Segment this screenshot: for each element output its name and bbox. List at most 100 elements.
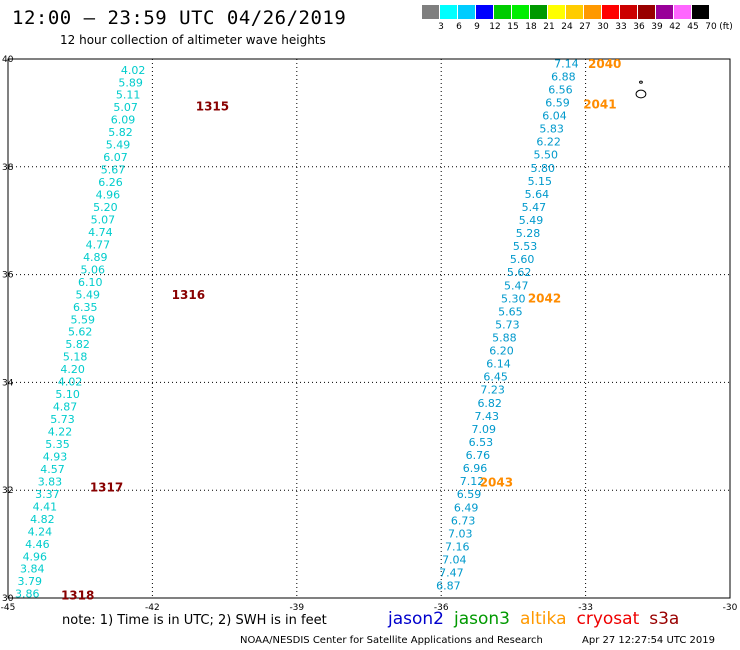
satellite-name: s3a [649, 609, 680, 629]
wave-height-value: 5.07 [113, 101, 138, 114]
legend-swatch [674, 5, 691, 19]
legend-label: 27 [579, 22, 591, 32]
legend-label: 3 [438, 22, 444, 32]
wave-height-value: 6.09 [111, 114, 136, 127]
pass-time-label: 2042 [528, 291, 561, 305]
wave-height-value: 7.23 [480, 384, 505, 397]
satellite-name: cryosat [576, 609, 640, 629]
legend-swatch [530, 5, 547, 19]
wave-height-value: 5.53 [513, 240, 538, 253]
wave-height-value: 5.28 [516, 227, 541, 240]
island-outline [635, 89, 647, 99]
wave-height-value: 4.74 [88, 226, 113, 239]
wave-height-value: 6.87 [436, 580, 461, 593]
lon-tick-label: -33 [578, 603, 593, 613]
lat-tick-label: 36 [2, 271, 14, 281]
wave-height-value: 4.96 [23, 550, 48, 563]
wave-height-value: 4.46 [25, 538, 50, 551]
wave-height-value: 5.67 [101, 164, 126, 177]
wave-height-value: 7.04 [442, 553, 467, 566]
wave-height-value: 6.59 [457, 488, 482, 501]
legend-label: 12 [489, 22, 501, 32]
wave-height-value: 6.76 [466, 449, 491, 462]
wave-height-value: 6.04 [542, 110, 567, 123]
wave-height-value: 7.47 [439, 567, 464, 580]
wave-height-value: 5.10 [55, 388, 80, 401]
wave-height-value: 5.47 [522, 201, 547, 214]
satellite-name: altika [520, 609, 567, 629]
lon-tick-label: -39 [289, 603, 304, 613]
wave-height-value: 5.07 [91, 213, 116, 226]
legend-swatch [548, 5, 565, 19]
wave-height-value: 5.83 [539, 123, 564, 136]
wave-height-value: 4.22 [48, 426, 73, 439]
legend-unit: (ft) [719, 22, 733, 32]
wave-height-value: 5.65 [498, 305, 523, 318]
wave-height-value: 5.49 [76, 288, 101, 301]
lon-tick-label: -42 [145, 603, 160, 613]
wave-height-value: 3.84 [20, 563, 45, 576]
pass-time-label: 1317 [90, 481, 123, 495]
legend-swatch [584, 5, 601, 19]
wave-height-value: 5.49 [519, 214, 544, 227]
wave-height-value: 7.12 [460, 475, 485, 488]
plot-frame [7, 58, 731, 599]
wave-height-value: 5.62 [68, 326, 93, 339]
wave-height-value: 5.60 [510, 253, 535, 266]
credit-line: NOAA/NESDIS Center for Satellite Applica… [240, 635, 543, 646]
wave-height-value: 5.30 [501, 292, 526, 305]
legend-swatch [458, 5, 475, 19]
wave-height-value: 5.06 [81, 263, 106, 276]
legend-label: 18 [525, 22, 537, 32]
legend-label: 21 [543, 22, 555, 32]
legend-label: 33 [615, 22, 627, 32]
wave-height-value: 6.56 [548, 83, 573, 96]
wave-height-value: 6.35 [73, 301, 98, 314]
pass-time-label: 2041 [583, 97, 616, 111]
wave-height-value: 4.24 [28, 525, 53, 538]
wave-height-value: 7.14 [554, 57, 579, 70]
wave-height-value: 5.47 [504, 279, 529, 292]
wave-height-value: 5.15 [528, 175, 553, 188]
map-subtitle: 12 hour collection of altimeter wave hei… [60, 33, 326, 47]
wave-height-value: 4.57 [40, 463, 65, 476]
wave-height-value: 5.88 [492, 332, 517, 345]
pass-time-label: 1318 [61, 588, 94, 602]
wave-height-value: 3.79 [18, 575, 43, 588]
wave-height-value: 3.37 [35, 488, 60, 501]
legend-label: 6 [456, 22, 462, 32]
legend-label: 70 [705, 22, 717, 32]
wave-height-value: 4.93 [43, 450, 68, 463]
map-grid [8, 59, 730, 598]
wave-height-value: 3.86 [15, 588, 40, 601]
wave-height-value: 4.96 [96, 189, 121, 202]
pass-time-label: 1316 [172, 288, 205, 302]
lon-tick-label: -30 [723, 603, 738, 613]
wave-height-value: 5.82 [108, 126, 133, 139]
wave-height-value: 6.49 [454, 501, 479, 514]
wave-height-value: 5.73 [495, 318, 520, 331]
legend-swatch [638, 5, 655, 19]
satellite-name: jason2 [388, 609, 444, 629]
satellite-key: jason2 jason3 altika cryosat s3a [388, 609, 689, 629]
legend-label: 39 [651, 22, 663, 32]
wave-height-value: 6.07 [103, 151, 128, 164]
wave-height-value: 6.20 [489, 345, 514, 358]
lon-tick-label: -45 [1, 603, 16, 613]
legend-label: 9 [474, 22, 480, 32]
map-title: 12:00 — 23:59 UTC 04/26/2019 [12, 7, 347, 29]
wave-height-value: 6.96 [463, 462, 488, 475]
satellite-name: jason3 [454, 609, 510, 629]
legend-label: 42 [669, 22, 681, 32]
wave-height-value: 5.80 [531, 162, 556, 175]
wave-height-value: 6.22 [536, 136, 561, 149]
wave-height-value: 6.73 [451, 514, 476, 527]
axis-ticks: -45 -42 -39 -36 -33 -30 40 38 36 34 32 30 [1, 55, 738, 613]
pass-time-label: 1315 [196, 99, 229, 113]
wave-height-value: 5.50 [533, 149, 558, 162]
footer-note: note: 1) Time is in UTC; 2) SWH is in fe… [62, 613, 327, 628]
pass-time-labels: 1315 1316 1317 1318 2040 2041 2042 2043 [61, 57, 621, 602]
wave-height-value: 6.26 [98, 176, 123, 189]
wave-height-value: 6.53 [469, 436, 494, 449]
